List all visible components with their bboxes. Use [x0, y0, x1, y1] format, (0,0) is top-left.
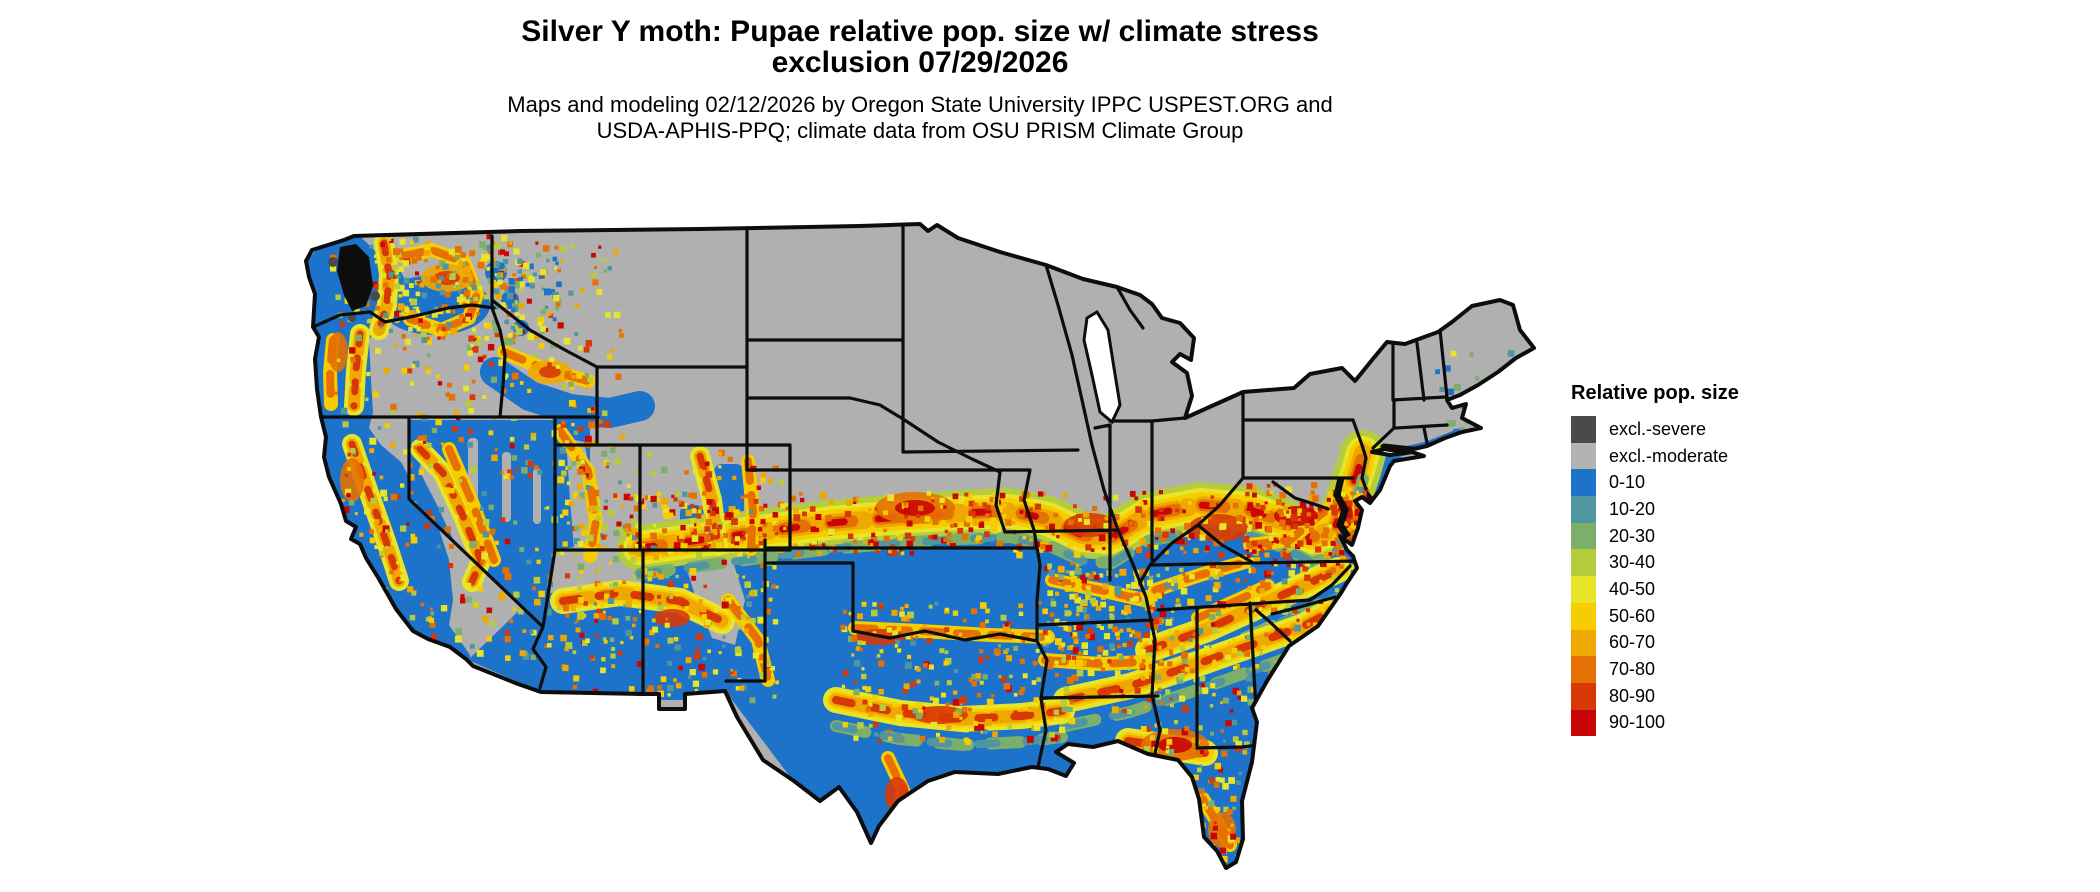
legend-label: 10-20 — [1609, 498, 1656, 519]
legend-swatch-b0010 — [1571, 469, 1596, 497]
legend-item: 60-70 — [1571, 629, 1871, 657]
page-subtitle-line1: Maps and modeling 02/12/2026 by Oregon S… — [507, 92, 1333, 117]
legend-swatch-b4050 — [1571, 576, 1596, 603]
page-title: Silver Y moth: Pupae relative pop. size … — [20, 16, 1820, 78]
us-map — [300, 218, 1552, 878]
legend-item: 50-60 — [1571, 602, 1871, 630]
legend-swatch-b6070 — [1571, 629, 1596, 657]
legend-label: excl.-moderate — [1609, 445, 1729, 466]
legend-label: 70-80 — [1609, 659, 1656, 680]
legend-swatch-b90100 — [1571, 709, 1596, 737]
legend-swatch-b2030 — [1571, 522, 1596, 550]
legend-swatch-b7080 — [1571, 656, 1596, 683]
us-map-canvas — [304, 222, 1536, 870]
legend-item: 90-100 — [1571, 709, 1871, 737]
legend-item: 80-90 — [1571, 682, 1871, 710]
legend-label: 40-50 — [1609, 578, 1656, 599]
legend-swatch-excl_moderate — [1571, 442, 1596, 470]
page-subtitle-line2: USDA-APHIS-PPQ; climate data from OSU PR… — [596, 118, 1244, 143]
legend-label: 80-90 — [1609, 685, 1656, 706]
legend-label: 60-70 — [1609, 632, 1656, 653]
legend-item: 20-30 — [1571, 522, 1871, 550]
legend-item: 40-50 — [1571, 576, 1871, 603]
legend-swatch-b1020 — [1571, 496, 1596, 523]
legend-item: 0-10 — [1571, 469, 1871, 497]
legend-swatch-b5060 — [1571, 602, 1596, 630]
legend-label: 90-100 — [1609, 712, 1666, 733]
page-subtitle: Maps and modeling 02/12/2026 by Oregon S… — [20, 92, 1820, 144]
legend-item: 10-20 — [1571, 496, 1871, 523]
legend-swatch-b8090 — [1571, 682, 1596, 710]
legend-label: 20-30 — [1609, 525, 1656, 546]
page-title-line1: Silver Y moth: Pupae relative pop. size … — [521, 15, 1319, 48]
legend-swatch-b3040 — [1571, 549, 1596, 577]
page-title-line2: exclusion 07/29/2026 — [771, 46, 1069, 79]
legend-rows: excl.-severe excl.-moderate 0-10 10-20 20-30… — [1571, 416, 1871, 737]
legend-label: 50-60 — [1609, 605, 1656, 626]
legend-item: 70-80 — [1571, 656, 1871, 683]
legend-item: 30-40 — [1571, 549, 1871, 577]
legend-label: 0-10 — [1609, 472, 1646, 493]
legend-title: Relative pop. size — [1571, 382, 1739, 404]
legend: Relative pop. size excl.-severe excl.-mod… — [1571, 382, 1871, 737]
legend-label: excl.-severe — [1609, 418, 1707, 439]
legend-swatch-excl_severe — [1571, 416, 1596, 443]
legend-label: 30-40 — [1609, 552, 1656, 573]
legend-item: excl.-moderate — [1571, 442, 1871, 470]
legend-item: excl.-severe — [1571, 416, 1871, 443]
